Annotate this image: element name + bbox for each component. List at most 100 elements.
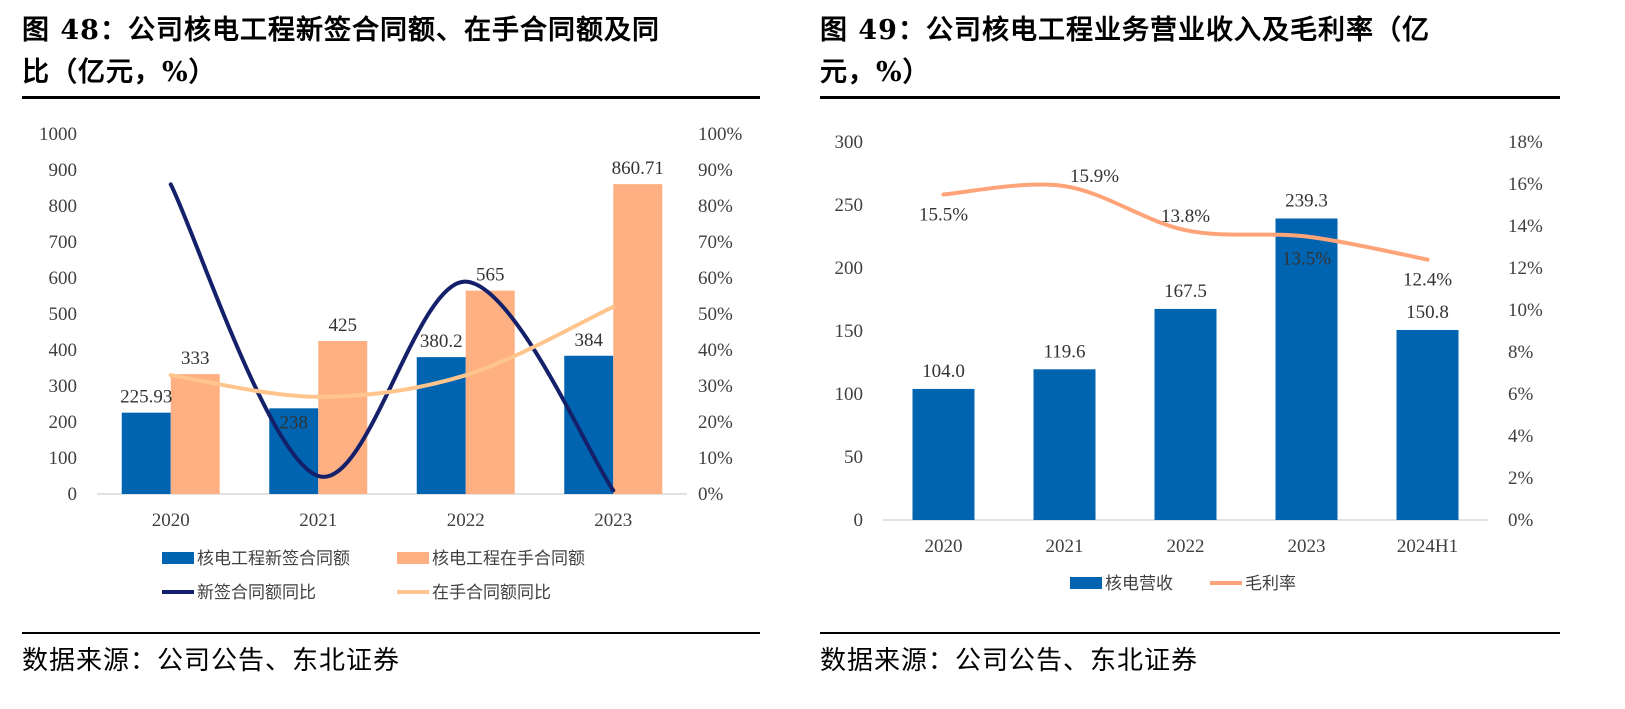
figure-48: 图 48：公司核电工程新签合同额、在手合同额及同 比（亿元，%） 0 100 200… [22, 0, 760, 709]
bar-backlog [465, 290, 515, 494]
bar-new-contracts [121, 412, 171, 494]
y-tick-label: 1000 [39, 124, 77, 145]
y-tick-label: 50 [844, 447, 863, 468]
y-right-tick-label: 90% [698, 160, 733, 181]
data-label: 150.8 [1406, 302, 1449, 323]
legend-label: 在手合同额同比 [432, 583, 551, 603]
y-tick-label: 300 [835, 132, 864, 153]
y-right-tick-label: 10% [1508, 300, 1543, 321]
figure-title-line1: 图 49：公司核电工程业务营业收入及毛利率（亿 [820, 15, 1430, 46]
bar-backlog [170, 374, 220, 494]
legend-label: 核电营收 [1105, 574, 1173, 594]
x-tick-label: 2023 [1288, 536, 1326, 557]
y-right-tick-label: 4% [1508, 426, 1534, 447]
data-label: 15.5% [919, 205, 968, 226]
y-right-tick-label: 6% [1508, 384, 1534, 405]
y-right-tick-label: 0% [1508, 510, 1534, 531]
x-tick-label: 2021 [1046, 536, 1084, 557]
y-tick-label: 800 [49, 196, 78, 217]
data-label: 119.6 [1043, 341, 1085, 362]
y-right-tick-label: 16% [1508, 174, 1543, 195]
revenue-chart: 0 50 100 150 200 250 300 0% 2% 4% 6% 8% 10% 12% 14% 16%… [835, 132, 1544, 594]
y-tick-label: 100 [49, 448, 78, 469]
legend-label: 毛利率 [1245, 574, 1296, 594]
bar-revenue [912, 388, 975, 520]
y-tick-label: 100 [835, 384, 864, 405]
y-right-tick-label: 12% [1508, 258, 1543, 279]
bar-revenue [1396, 329, 1459, 520]
x-tick-label: 2020 [152, 510, 190, 531]
line-backlog-yoy [168, 304, 616, 399]
x-tick-label: 2024H1 [1397, 536, 1458, 557]
y-tick-label: 0 [854, 510, 864, 531]
figure-title-line2: 元，%） [820, 57, 931, 88]
y-right-tick-label: 100% [698, 124, 743, 145]
bar-backlog [318, 341, 368, 494]
y-right-tick-label: 10% [698, 448, 733, 469]
y-right-tick-label: 80% [698, 196, 733, 217]
legend-label: 核电工程在手合同额 [432, 549, 585, 569]
source-note: 数据来源：公司公告、东北证券 [22, 646, 401, 676]
data-label: 860.71 [612, 158, 664, 179]
data-label: 425 [329, 315, 358, 336]
y-right-tick-label: 8% [1508, 342, 1534, 363]
y-tick-label: 200 [49, 412, 78, 433]
title-rule [820, 96, 1560, 99]
y-right-tick-label: 50% [698, 304, 733, 325]
data-label: 13.5% [1282, 249, 1331, 270]
x-tick-label: 2023 [594, 510, 632, 531]
y-right-tick-label: 60% [698, 268, 733, 289]
y-tick-label: 250 [835, 195, 864, 216]
data-label: 225.93 [120, 387, 172, 408]
data-label: 167.5 [1164, 281, 1207, 302]
data-label: 384 [575, 330, 604, 351]
source-rule [820, 632, 1560, 634]
legend-swatch [162, 552, 194, 564]
legend-label: 核电工程新签合同额 [197, 549, 350, 569]
x-tick-label: 2020 [925, 536, 963, 557]
data-label: 104.0 [922, 361, 965, 382]
figure-title-line1: 图 48：公司核电工程新签合同额、在手合同额及同 [22, 15, 660, 46]
legend-label: 新签合同额同比 [197, 583, 316, 603]
data-label: 13.8% [1161, 206, 1210, 227]
data-label: 239.3 [1285, 190, 1328, 211]
bar-revenue [1033, 369, 1096, 520]
contract-chart: 0 100 200 300 400 500 600 700 800 900 1000 0% 10% 20%… [39, 124, 743, 603]
y-tick-label: 0 [68, 484, 78, 505]
figure-49: 图 49：公司核电工程业务营业收入及毛利率（亿 元，%） 0 50 100 150 20… [820, 0, 1560, 709]
y-right-tick-label: 30% [698, 376, 733, 397]
y-tick-label: 400 [49, 340, 78, 361]
y-tick-label: 900 [49, 160, 78, 181]
bar-revenue [1154, 308, 1217, 520]
figure-title: 图 49：公司核电工程业务营业收入及毛利率（亿 元，%） [820, 10, 1560, 94]
line-new-contracts-yoy [168, 182, 616, 493]
y-right-tick-label: 2% [1508, 468, 1534, 489]
y-tick-label: 200 [835, 258, 864, 279]
title-rule [22, 96, 760, 99]
x-tick-label: 2022 [447, 510, 485, 531]
x-tick-label: 2021 [299, 510, 337, 531]
y-tick-label: 150 [835, 321, 864, 342]
y-tick-label: 700 [49, 232, 78, 253]
y-right-tick-label: 0% [698, 484, 724, 505]
bar-revenue [1275, 218, 1338, 520]
bar-new-contracts [269, 408, 319, 494]
data-label: 238 [280, 412, 309, 433]
y-tick-label: 600 [49, 268, 78, 289]
data-label: 380.2 [420, 331, 463, 352]
figure-title: 图 48：公司核电工程新签合同额、在手合同额及同 比（亿元，%） [22, 10, 760, 94]
data-label: 12.4% [1403, 270, 1452, 291]
line-gross-margin [941, 182, 1430, 262]
bar-backlog [613, 184, 663, 494]
bar-new-contracts [564, 355, 614, 494]
data-label: 333 [181, 348, 210, 369]
source-note: 数据来源：公司公告、东北证券 [820, 646, 1199, 676]
y-tick-label: 300 [49, 376, 78, 397]
y-right-tick-label: 20% [698, 412, 733, 433]
figure-title-line2: 比（亿元，%） [22, 57, 217, 88]
source-rule [22, 632, 760, 634]
y-tick-label: 500 [49, 304, 78, 325]
x-tick-label: 2022 [1167, 536, 1205, 557]
y-right-tick-label: 14% [1508, 216, 1543, 237]
y-right-tick-label: 18% [1508, 132, 1543, 153]
